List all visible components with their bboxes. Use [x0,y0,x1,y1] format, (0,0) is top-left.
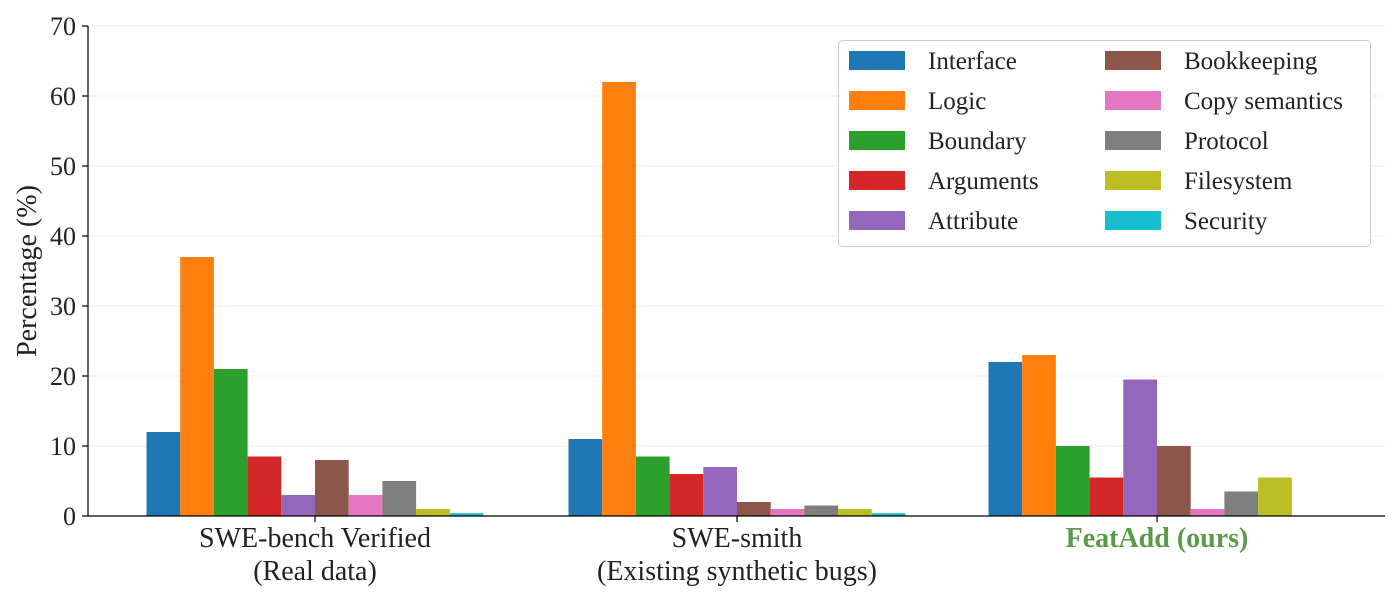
bar-interface [146,432,181,516]
bar-bookkeeping [1157,446,1191,516]
legend-label: Bookkeeping [1184,48,1318,75]
x-tick-label: SWE-smith [672,523,803,554]
y-tick-label: 0 [63,502,76,531]
legend-swatch [1105,131,1161,150]
y-tick-label: 10 [50,432,76,461]
legend-label: Logic [928,88,986,115]
y-tick-label: 30 [50,292,76,321]
y-tick-label: 70 [50,12,76,41]
bars [146,82,1292,516]
legend-swatch [849,91,905,110]
bar-protocol [382,481,417,516]
bar-filesystem [838,509,872,516]
x-tick-label: SWE-bench Verified [199,523,431,554]
legend-swatch [849,131,905,150]
legend-label: Attribute [928,208,1018,235]
bar-filesystem [1258,477,1292,516]
bar-bookkeeping [737,502,771,516]
bar-attribute [281,495,315,516]
bar-boundary [213,369,248,516]
legend-label: Boundary [928,128,1027,155]
legend-label: Security [1184,208,1268,235]
gridlines [88,25,1385,447]
bar-logic [1022,355,1056,516]
bar-boundary [1055,446,1090,516]
bar-security [449,513,484,516]
x-tick-label: (Existing synthetic bugs) [597,556,877,587]
bar-arguments [247,456,282,516]
bar-copy-semantics [1190,509,1225,516]
legend-swatch [1105,51,1161,70]
legend-label: Filesystem [1184,168,1293,195]
legend-swatch [849,171,905,190]
legend-swatch [849,51,905,70]
legend-swatch [1105,91,1161,110]
legend-box [838,40,1371,247]
x-tick-label: (Real data) [253,556,377,587]
bar-interface [568,439,603,516]
bar-copy-semantics [348,495,383,516]
bar-attribute [703,467,737,516]
legend-label: Copy semantics [1184,88,1343,115]
y-tick-label: 20 [50,362,76,391]
bar-filesystem [416,509,450,516]
bar-interface [988,362,1023,516]
legend-label: Protocol [1184,128,1269,155]
bar-bookkeeping [315,460,349,516]
y-axis-label: Percentage (%) [12,185,43,357]
legend-label: Arguments [928,168,1039,195]
bar-copy-semantics [770,509,805,516]
bar-attribute [1123,379,1157,516]
bar-protocol [804,505,839,516]
bar-logic [180,257,214,516]
y-tick-label: 40 [50,222,76,251]
y-tick-label: 60 [50,82,76,111]
bar-security [871,513,906,516]
legend-swatch [849,211,905,230]
bar-boundary [635,456,670,516]
legend: Interface Logic Boundary Arguments Attribute… [838,40,1371,247]
y-tick-label: 50 [50,152,76,181]
bar-arguments [669,474,704,516]
axes: 0 10 20 30 40 50 60 70 SWE-bench Verified(Real d… [50,12,1385,587]
legend-swatch [1105,211,1161,230]
bar-logic [602,82,636,516]
legend-swatch [1105,171,1161,190]
legend-label: Interface [928,48,1017,75]
bar-protocol [1224,491,1259,516]
x-tick-label: FeatAdd (ours) [1066,523,1249,554]
bar-arguments [1089,477,1124,516]
